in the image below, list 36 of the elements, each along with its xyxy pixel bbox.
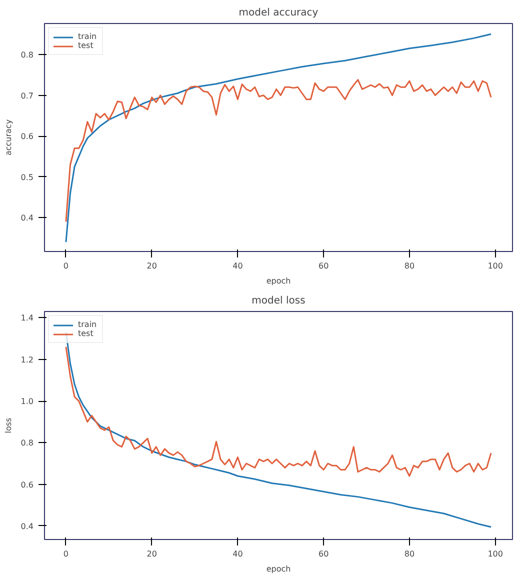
y-tick-label: 0.4 — [20, 522, 34, 531]
x-axis-title: epoch — [266, 564, 291, 574]
x-tick-label: 0 — [63, 262, 69, 270]
x-tick-label: 60 — [318, 262, 329, 270]
x-tick-label: 0 — [63, 550, 69, 558]
legend-label: train — [78, 320, 98, 329]
chart-title: model accuracy — [238, 8, 318, 18]
y-tick-label: 1.0 — [20, 397, 34, 406]
y-tick-label: 0.6 — [20, 480, 34, 490]
y-axis-title: loss — [4, 418, 13, 434]
y-tick-label: 1.4 — [20, 314, 34, 323]
y-tick-label: 0.8 — [20, 438, 34, 448]
x-tick-label: 20 — [146, 550, 157, 558]
line-series — [65, 346, 492, 477]
legend-label: train — [78, 32, 98, 41]
line-series — [65, 33, 492, 243]
x-tick-label: 100 — [488, 550, 503, 558]
line-series — [65, 79, 492, 222]
y-tick-label: 0.6 — [20, 132, 34, 142]
x-tick-label: 100 — [488, 262, 503, 270]
y-tick-label: 1.2 — [20, 355, 34, 364]
x-tick-label: 40 — [232, 262, 243, 270]
chart-title: model loss — [252, 296, 306, 306]
legend-label: test — [78, 329, 94, 338]
y-axis-title: accuracy — [4, 119, 13, 156]
x-axis-title: epoch — [266, 276, 291, 286]
x-tick-label: 20 — [146, 262, 157, 270]
y-tick-label: 0.5 — [20, 172, 34, 182]
x-tick-label: 80 — [404, 550, 415, 558]
y-tick-label: 0.7 — [20, 91, 34, 100]
x-tick-label: 80 — [404, 262, 415, 270]
y-tick-label: 0.8 — [20, 50, 34, 60]
y-tick-label: 0.4 — [20, 214, 34, 223]
legend-label: test — [78, 41, 94, 50]
x-tick-label: 40 — [232, 550, 243, 558]
x-tick-label: 60 — [318, 550, 329, 558]
